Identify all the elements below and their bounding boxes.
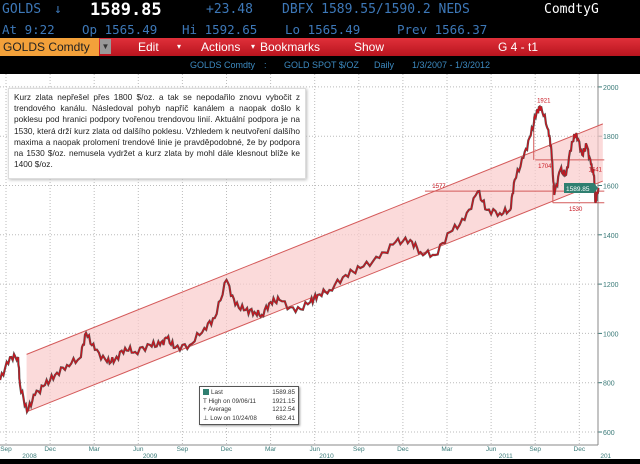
chart-subtitle: GOLDS Comdty : GOLD SPOT $/OZ Daily 1/3/…: [0, 56, 640, 74]
low-price: Lo 1565.49: [285, 22, 361, 37]
y-tick-label: 1800: [603, 134, 619, 141]
year-label: 2009: [143, 453, 158, 459]
chart-legend: Last 1589.85 T High on 09/06/11 1921.15 + …: [199, 386, 299, 425]
legend-label: High on 09/06/11: [208, 397, 256, 405]
menu-edit[interactable]: Edit: [138, 40, 159, 54]
y-tick-label: 1600: [603, 184, 619, 191]
legend-high: T High on 09/06/11 1921.15: [203, 398, 295, 407]
commentary-note: Kurz zlata nepřešel přes 1800 $/oz. a ta…: [8, 88, 306, 179]
security-input[interactable]: GOLDS Comdty: [0, 38, 99, 56]
year-label: 2011: [499, 453, 513, 459]
level-label: 1704: [538, 164, 552, 170]
subtitle-period: Daily: [374, 60, 395, 70]
y-tick-label: 1000: [603, 331, 619, 338]
price-chart: 600 800 1000 1200 1400 1600 1800 2000 Sep Dec Mar J…: [0, 74, 619, 460]
menu-bar: GOLDS Comdty ▼ Edit ▾ Actions ▾ Bookmark…: [0, 38, 640, 56]
y-tick-label: 1200: [603, 282, 619, 289]
page-id: G 4 - t1: [498, 40, 539, 54]
x-tick-label: Jun: [133, 446, 144, 453]
quote-time: At 9:22: [2, 22, 55, 37]
brand-label: ComdtyG: [544, 2, 599, 17]
legend-value: 682.41: [275, 414, 295, 422]
quote-line: GOLDS ↓ 1589.85 +23.48 DBFX 1589.55/1590…: [0, 0, 640, 20]
menu-show[interactable]: Show: [354, 40, 385, 54]
actions-dropdown-icon[interactable]: ▾: [251, 42, 256, 51]
x-tick-label: Sep: [177, 446, 189, 453]
x-tick-label: Dec: [44, 446, 56, 453]
x-tick-label: Dec: [221, 446, 233, 453]
annotation-label: 1921: [537, 98, 551, 104]
legend-value: 1589.85: [272, 389, 295, 396]
ticker: GOLDS: [2, 2, 42, 17]
x-tick-label: Mar: [441, 446, 453, 453]
legend-label: Low on 10/24/08: [210, 414, 257, 422]
bid-ask-quote: DBFX 1589.55/1590.2 NEDS: [282, 2, 470, 17]
chart-area: 600 800 1000 1200 1400 1600 1800 2000 Sep Dec Mar J…: [0, 74, 640, 460]
legend-label: Last: [211, 389, 223, 396]
down-arrow-icon: ↓: [54, 2, 62, 17]
trend-channel: [26, 123, 603, 412]
year-label: 2008: [22, 453, 37, 459]
y-tick-label: 800: [603, 381, 615, 388]
edit-dropdown-icon[interactable]: ▾: [177, 42, 182, 51]
year-label: 2010: [319, 453, 334, 459]
subtitle-name: GOLD SPOT $/OZ: [284, 60, 359, 70]
menu-bookmarks[interactable]: Bookmarks: [260, 40, 321, 54]
square-icon: [203, 389, 209, 395]
menu-actions[interactable]: Actions: [201, 40, 241, 54]
high-marker-icon: T: [203, 397, 207, 405]
last-price-tag-label: 1589.85: [566, 186, 590, 193]
subtitle-separator: :: [264, 60, 267, 70]
x-tick-label: Sep: [0, 446, 12, 453]
x-tick-label: Dec: [397, 446, 409, 453]
subtitle-security: GOLDS Comdty: [190, 60, 256, 70]
prev-close: Prev 1566.37: [397, 22, 488, 37]
legend-low: ⊥ Low on 10/24/08 682.41: [203, 415, 295, 424]
legend-average: + Average 1212.54: [203, 406, 295, 415]
open-price: Op 1565.49: [82, 22, 158, 37]
price-change: +23.48: [206, 2, 253, 17]
legend-last: Last 1589.85: [203, 389, 295, 398]
security-dropdown-icon[interactable]: ▼: [100, 39, 111, 54]
x-tick-label: Sep: [529, 446, 541, 453]
y-tick-label: 2000: [603, 85, 619, 92]
level-label: 1530: [569, 207, 583, 213]
last-price: 1589.85: [90, 0, 162, 20]
last-price-tag: [564, 182, 598, 193]
x-tick-label: Jun: [309, 446, 320, 453]
annotation-label: 1641: [589, 167, 603, 173]
x-tick-label: Mar: [265, 446, 277, 453]
average-marker-icon: +: [203, 406, 207, 413]
low-marker-icon: ⊥: [203, 414, 209, 422]
x-tick-label: Mar: [89, 446, 101, 453]
x-tick-label: Jun: [486, 446, 497, 453]
legend-value: 1212.54: [272, 406, 295, 413]
y-tick-label: 600: [603, 430, 615, 437]
x-tick-label: Dec: [574, 446, 586, 453]
legend-label: Average: [208, 406, 232, 413]
high-price: Hi 1592.65: [182, 22, 258, 37]
subtitle-range: 1/3/2007 - 1/3/2012: [412, 60, 491, 70]
level-label: 1577: [432, 184, 446, 190]
channel-upper-line: [26, 123, 604, 355]
year-label: 201: [600, 453, 611, 459]
x-tick-label: Sep: [353, 446, 365, 453]
y-tick-label: 1400: [603, 233, 619, 240]
legend-value: 1921.15: [272, 397, 295, 405]
ohlc-line: At 9:22 Op 1565.49 Hi 1592.65 Lo 1565.49…: [0, 20, 640, 37]
price-line: [0, 105, 600, 414]
